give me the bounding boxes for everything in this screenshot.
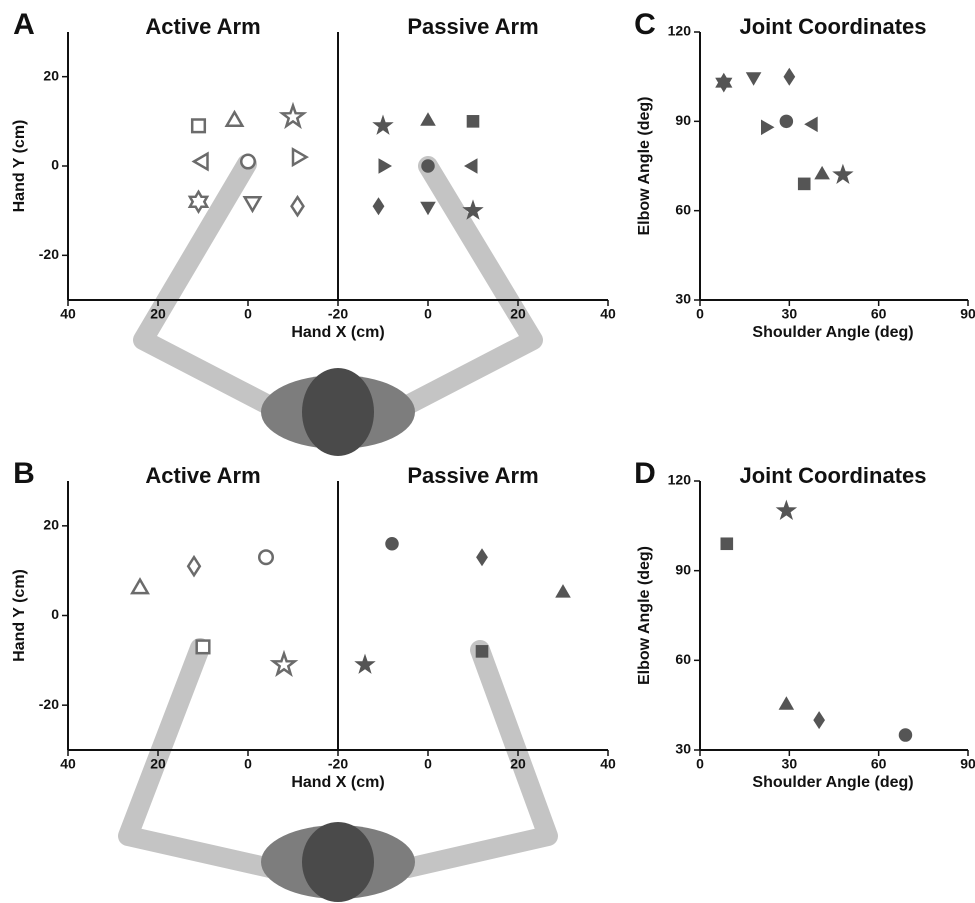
x-tick-label: 40 [600, 756, 616, 772]
marker [798, 178, 811, 191]
marker [190, 192, 207, 212]
marker [385, 537, 399, 551]
x-axis-label: Shoulder Angle (deg) [752, 774, 913, 791]
y-tick-label: -20 [39, 696, 59, 712]
y-tick-label: 0 [51, 157, 59, 173]
marker [194, 154, 208, 170]
y-tick-label: 60 [675, 651, 691, 667]
marker [784, 68, 796, 86]
marker [282, 106, 303, 126]
marker [746, 72, 762, 86]
y-tick-label: 120 [668, 472, 692, 488]
x-tick-label: 20 [150, 306, 166, 322]
marker [761, 120, 775, 136]
marker [273, 654, 294, 674]
x-axis-label: Hand X (cm) [291, 774, 384, 791]
x-tick-label: 30 [782, 306, 798, 322]
y-tick-label: 20 [43, 517, 59, 533]
marker [241, 155, 255, 169]
panel-letter: D [634, 457, 656, 490]
x-tick-label: 0 [244, 306, 252, 322]
marker [354, 654, 375, 674]
y-axis-label: Hand Y (cm) [11, 120, 28, 213]
x-tick-label: 90 [960, 756, 975, 772]
marker [259, 550, 273, 564]
marker [227, 112, 243, 126]
panel-title: Active Arm [145, 14, 260, 39]
marker [779, 696, 795, 710]
y-tick-label: 120 [668, 23, 692, 39]
x-tick-label: 0 [244, 756, 252, 772]
panel-letter: C [634, 8, 656, 41]
head [302, 368, 374, 456]
marker [555, 584, 571, 598]
x-tick-label: 20 [150, 756, 166, 772]
marker [476, 645, 489, 658]
x-tick-label: 0 [424, 306, 432, 322]
x-tick-label: 60 [871, 306, 887, 322]
marker [192, 120, 205, 133]
panel-letter: B [13, 457, 35, 490]
marker [188, 557, 200, 575]
y-axis-label: Elbow Angle (deg) [636, 97, 653, 236]
x-tick-label: 40 [60, 756, 76, 772]
y-tick-label: 90 [675, 112, 691, 128]
x-tick-label: 40 [60, 306, 76, 322]
marker [813, 711, 825, 729]
x-tick-label: 0 [424, 756, 432, 772]
marker [421, 159, 435, 173]
passive-arm [398, 166, 533, 410]
marker [197, 641, 210, 654]
figure: 40 20 0 -20 20 0 -20 Active Arm A Hand X (cm) Hand… [0, 0, 975, 903]
x-tick-label: 90 [960, 306, 975, 322]
panel-title: Passive Arm [407, 463, 538, 488]
marker [372, 115, 393, 135]
marker [899, 728, 913, 742]
marker [293, 149, 307, 165]
x-tick-label: 20 [510, 756, 526, 772]
x-tick-label: 40 [600, 306, 616, 322]
panel-title: Active Arm [145, 463, 260, 488]
marker [832, 164, 853, 184]
marker [467, 115, 480, 128]
marker [814, 166, 830, 180]
panel-title: Passive Arm [407, 14, 538, 39]
marker [464, 158, 478, 174]
marker [420, 112, 436, 126]
x-tick-label: 30 [782, 756, 798, 772]
marker [292, 197, 304, 215]
y-tick-label: -20 [39, 246, 59, 262]
panel-title: Joint Coordinates [739, 14, 926, 39]
x-tick-label: 0 [696, 756, 704, 772]
marker [373, 197, 385, 215]
marker [476, 548, 488, 566]
y-tick-label: 90 [675, 561, 691, 577]
head [302, 822, 374, 902]
y-tick-label: 20 [43, 67, 59, 83]
marker [715, 73, 732, 93]
marker [804, 117, 818, 133]
x-tick-label: -20 [328, 756, 348, 772]
marker [780, 115, 794, 129]
marker [379, 158, 393, 174]
x-axis-label: Shoulder Angle (deg) [752, 324, 913, 341]
y-tick-label: 30 [675, 741, 691, 757]
panel-letter: A [13, 8, 35, 41]
marker [132, 580, 148, 594]
marker [776, 500, 797, 520]
y-tick-label: 60 [675, 201, 691, 217]
x-tick-label: 20 [510, 306, 526, 322]
x-tick-label: 0 [696, 306, 704, 322]
x-tick-label: 60 [871, 756, 887, 772]
x-axis-label: Hand X (cm) [291, 324, 384, 341]
y-axis-label: Elbow Angle (deg) [636, 546, 653, 685]
y-tick-label: 0 [51, 606, 59, 622]
marker [245, 197, 261, 211]
y-tick-label: 30 [675, 291, 691, 307]
panel-title: Joint Coordinates [739, 463, 926, 488]
y-axis-label: Hand Y (cm) [11, 569, 28, 662]
marker [420, 202, 436, 216]
marker [721, 537, 734, 550]
x-tick-label: -20 [328, 306, 348, 322]
